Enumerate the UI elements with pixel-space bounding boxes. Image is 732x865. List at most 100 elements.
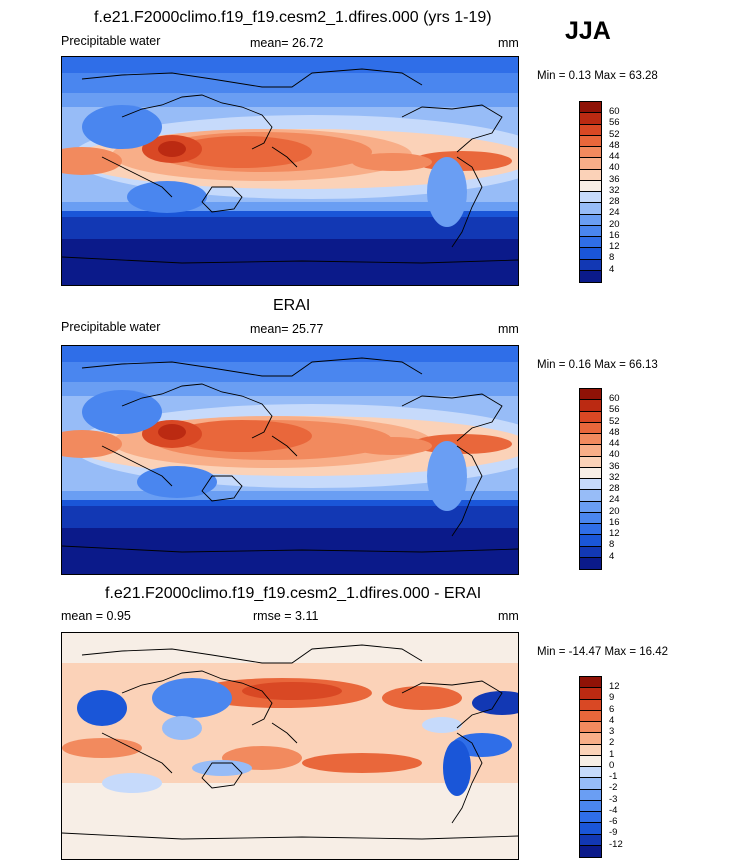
colorbar-tick: -3 [609, 793, 618, 805]
precipitable-water-map [61, 345, 519, 575]
units-label: mm [498, 36, 519, 50]
map-field [62, 346, 518, 574]
colorbar-swatch [580, 744, 601, 756]
colorbar-swatch [580, 535, 601, 547]
colorbar-swatch [580, 102, 601, 114]
min-max-label: Min = 0.13 Max = 63.28 [537, 70, 658, 82]
colorbar-tick: 0 [609, 759, 615, 771]
colorbar-swatch [580, 147, 601, 159]
colorbar-tick: -9 [609, 827, 618, 839]
colorbar-tick: 52 [609, 128, 620, 140]
colorbar-tick: 28 [609, 483, 620, 494]
colorbar [579, 388, 602, 570]
colorbar-swatch [580, 767, 601, 779]
panel-title: f.e21.F2000climo.f19_f19.cesm2_1.dfires.… [105, 585, 482, 602]
colorbar-swatch [580, 490, 601, 502]
colorbar-swatch [580, 755, 601, 767]
colorbar-tick: 44 [609, 151, 620, 162]
colorbar-swatch [580, 169, 601, 181]
min-max-label: Min = -14.47 Max = 16.42 [537, 646, 669, 658]
colorbar-tick: 20 [609, 218, 620, 230]
colorbar-swatch [580, 203, 601, 215]
colorbar-swatch [580, 722, 601, 734]
panel-title: f.e21.F2000climo.f19_f19.cesm2_1.dfires.… [94, 9, 492, 26]
map-field [62, 633, 518, 859]
colorbar-tick: 36 [609, 460, 620, 472]
map-field [62, 57, 518, 285]
colorbar-tick: 56 [609, 404, 620, 416]
colorbar-tick: 12 [609, 681, 620, 692]
colorbar-tick: -1 [609, 771, 618, 782]
colorbar-tick: -6 [609, 816, 618, 827]
colorbar-tick: 32 [609, 184, 620, 196]
colorbar-swatch [580, 456, 601, 468]
colorbar-swatch [580, 800, 601, 812]
colorbar-tick: 28 [609, 196, 620, 207]
difference-map [61, 632, 519, 860]
colorbar-swatch [580, 180, 601, 192]
variable-label: Precipitable water [61, 320, 161, 334]
rmse-label: rmse = 3.11 [253, 609, 319, 623]
colorbar-swatch [580, 677, 601, 689]
colorbar-swatch [580, 158, 601, 170]
colorbar-tick: 12 [609, 528, 620, 539]
colorbar-swatch [580, 113, 601, 125]
colorbar-swatch [580, 512, 601, 524]
colorbar-tick: 8 [609, 252, 615, 264]
colorbar-tick: 4 [609, 550, 615, 562]
colorbar-swatch [580, 778, 601, 790]
min-max-label: Min = 0.16 Max = 66.13 [537, 359, 658, 371]
colorbar-swatch [580, 688, 601, 700]
colorbar-tick: 44 [609, 438, 620, 449]
colorbar-swatch [580, 124, 601, 136]
colorbar-swatch [580, 812, 601, 824]
colorbar-swatch [580, 733, 601, 745]
precipitable-water-map [61, 56, 519, 286]
mean-label: mean = 0.95 [61, 609, 131, 623]
colorbar-tick: 4 [609, 263, 615, 275]
colorbar-swatch [580, 214, 601, 226]
colorbar-swatch [580, 467, 601, 479]
colorbar-swatch [580, 135, 601, 147]
colorbar [579, 676, 602, 858]
colorbar [579, 101, 602, 283]
colorbar-tick: 32 [609, 471, 620, 483]
colorbar-tick: 9 [609, 692, 615, 704]
colorbar-tick: 48 [609, 426, 620, 438]
colorbar-tick: 4 [609, 714, 615, 726]
colorbar-swatch [580, 192, 601, 204]
colorbar-tick: 3 [609, 726, 615, 737]
colorbar-swatch [580, 248, 601, 260]
colorbar-swatch [580, 411, 601, 423]
colorbar-swatch [580, 501, 601, 513]
colorbar-tick: 48 [609, 139, 620, 151]
colorbar-tick: -2 [609, 782, 618, 794]
colorbar-tick: 52 [609, 415, 620, 427]
colorbar-swatch [580, 434, 601, 446]
colorbar-tick: 60 [609, 393, 620, 404]
colorbar-tick: 2 [609, 737, 615, 749]
colorbar-swatch [580, 546, 601, 558]
variable-label: Precipitable water [61, 34, 161, 48]
colorbar-swatch [580, 270, 601, 282]
colorbar-swatch [580, 422, 601, 434]
colorbar-swatch [580, 524, 601, 536]
colorbar-swatch [580, 789, 601, 801]
season-label: JJA [565, 17, 611, 45]
colorbar-tick: 24 [609, 207, 620, 219]
mean-label: mean= 25.77 [250, 322, 324, 336]
colorbar-swatch [580, 557, 601, 569]
colorbar-swatch [580, 225, 601, 237]
colorbar-swatch [580, 479, 601, 491]
colorbar-tick: 40 [609, 449, 620, 461]
colorbar-tick: -4 [609, 804, 618, 816]
colorbar-tick: 56 [609, 117, 620, 129]
colorbar-swatch [580, 259, 601, 271]
colorbar-swatch [580, 445, 601, 457]
mean-label: mean= 26.72 [250, 36, 324, 50]
colorbar-tick: 40 [609, 162, 620, 174]
colorbar-swatch [580, 834, 601, 846]
colorbar-tick: 6 [609, 703, 615, 715]
colorbar-tick: 36 [609, 173, 620, 185]
colorbar-tick: 1 [609, 748, 615, 760]
